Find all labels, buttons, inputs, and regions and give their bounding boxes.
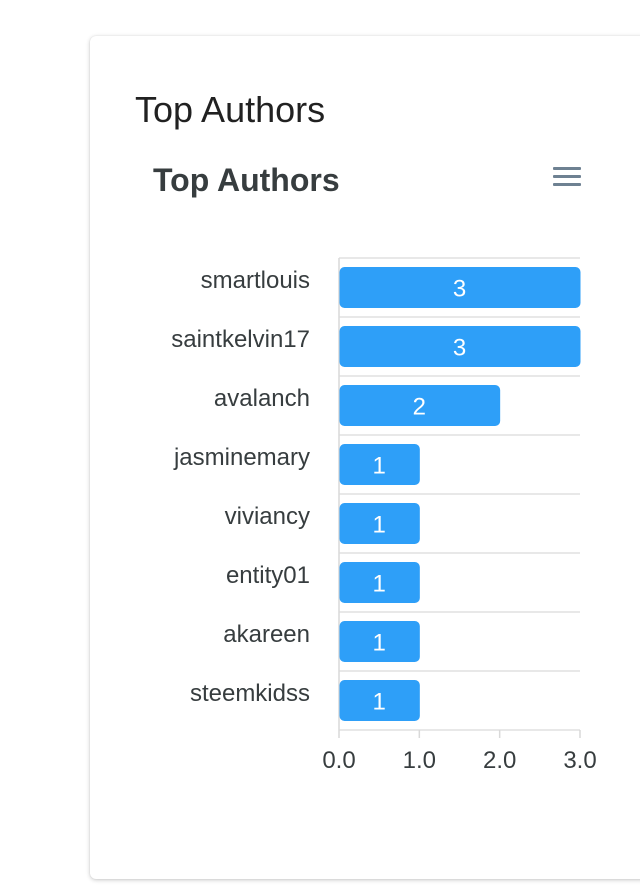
data-label: 1 xyxy=(372,630,385,657)
bar xyxy=(339,562,420,603)
data-label: 1 xyxy=(372,571,385,598)
bar xyxy=(339,621,420,662)
x-tick-label: 0.0 xyxy=(322,747,355,774)
data-label: 1 xyxy=(372,512,385,539)
bar xyxy=(339,680,420,721)
x-tick-label: 3.0 xyxy=(563,747,596,774)
category-label: avalanch xyxy=(214,385,310,412)
bar xyxy=(339,385,501,426)
category-label: akareen xyxy=(223,621,310,648)
bar xyxy=(339,444,420,485)
category-label: steemkidss xyxy=(190,680,310,707)
data-label: 1 xyxy=(372,689,385,716)
category-label: jasminemary xyxy=(173,444,310,471)
bar xyxy=(339,326,581,367)
chart-title: Top Authors xyxy=(153,162,340,198)
category-label: smartlouis xyxy=(201,267,310,294)
category-label: entity01 xyxy=(226,562,310,589)
category-label: viviancy xyxy=(225,503,310,530)
data-label: 3 xyxy=(453,335,466,362)
x-tick-label: 1.0 xyxy=(403,747,436,774)
bar xyxy=(339,503,420,544)
data-label: 1 xyxy=(372,453,385,480)
data-label: 3 xyxy=(453,276,466,303)
category-label: saintkelvin17 xyxy=(171,326,310,353)
menu-icon[interactable] xyxy=(549,163,585,191)
card-title: Top Authors xyxy=(135,89,326,130)
data-label: 2 xyxy=(413,394,426,421)
x-tick-label: 2.0 xyxy=(483,747,516,774)
bar xyxy=(339,267,581,308)
